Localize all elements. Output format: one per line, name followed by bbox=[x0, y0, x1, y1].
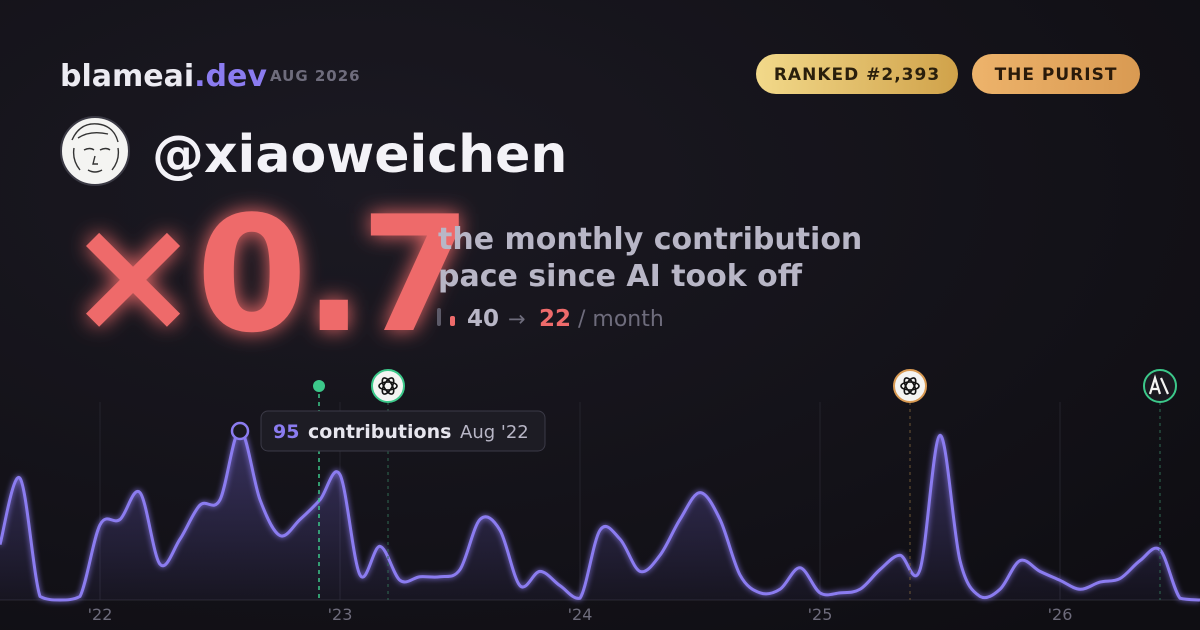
username: @xiaoweichen bbox=[152, 125, 567, 185]
rank-badge bbox=[756, 54, 958, 94]
openai-logo bbox=[378, 377, 398, 395]
brand-tld: .dev bbox=[194, 59, 267, 94]
tooltip: 95 contributions · Aug '22 bbox=[230, 410, 546, 452]
x-tick-label: '25 bbox=[808, 605, 833, 624]
chart: '22 '23 '24 '25 '26 bbox=[0, 402, 1200, 624]
openai-logo bbox=[900, 377, 920, 395]
area bbox=[0, 429, 1200, 600]
brand-name: blameai bbox=[60, 59, 194, 94]
line bbox=[0, 428, 1200, 602]
anthropic-icon bbox=[1143, 369, 1177, 403]
x-tick-label: '26 bbox=[1048, 605, 1073, 624]
tooltip-value: 95 bbox=[273, 421, 299, 443]
openai-icon bbox=[371, 369, 405, 403]
before-icon bbox=[437, 308, 441, 326]
period: AUG 2026 bbox=[270, 67, 361, 85]
rank-badge-text: RANKED #2,393 bbox=[774, 65, 940, 85]
x-tick-label: '23 bbox=[328, 605, 353, 624]
tooltip-separator: · bbox=[446, 422, 451, 441]
openai-icon bbox=[893, 369, 927, 403]
arrow: → bbox=[508, 307, 526, 331]
x-tick-label: '22 bbox=[88, 605, 113, 624]
tooltip-label: contributions bbox=[308, 421, 451, 443]
tooltip-date: Aug '22 bbox=[460, 422, 529, 443]
avatar bbox=[60, 116, 130, 186]
before-value: 40 bbox=[467, 306, 499, 332]
unit: / month bbox=[578, 307, 664, 332]
event-dot bbox=[313, 380, 325, 392]
tooltip-box bbox=[260, 410, 546, 452]
multiplier: ×0.7 bbox=[66, 181, 468, 368]
description-line: the monthly contribution bbox=[438, 222, 862, 257]
after-icon bbox=[450, 316, 455, 326]
description-line: pace since AI took off bbox=[438, 259, 803, 294]
anthropic-logo bbox=[1148, 374, 1170, 395]
brand: blameai.dev bbox=[60, 59, 267, 94]
hover-point bbox=[230, 421, 250, 441]
event-markers bbox=[313, 369, 1177, 600]
title-badge bbox=[972, 54, 1140, 94]
x-tick-label: '24 bbox=[568, 605, 593, 624]
title-badge-text: THE PURIST bbox=[995, 65, 1118, 85]
after-value: 22 bbox=[539, 306, 571, 332]
